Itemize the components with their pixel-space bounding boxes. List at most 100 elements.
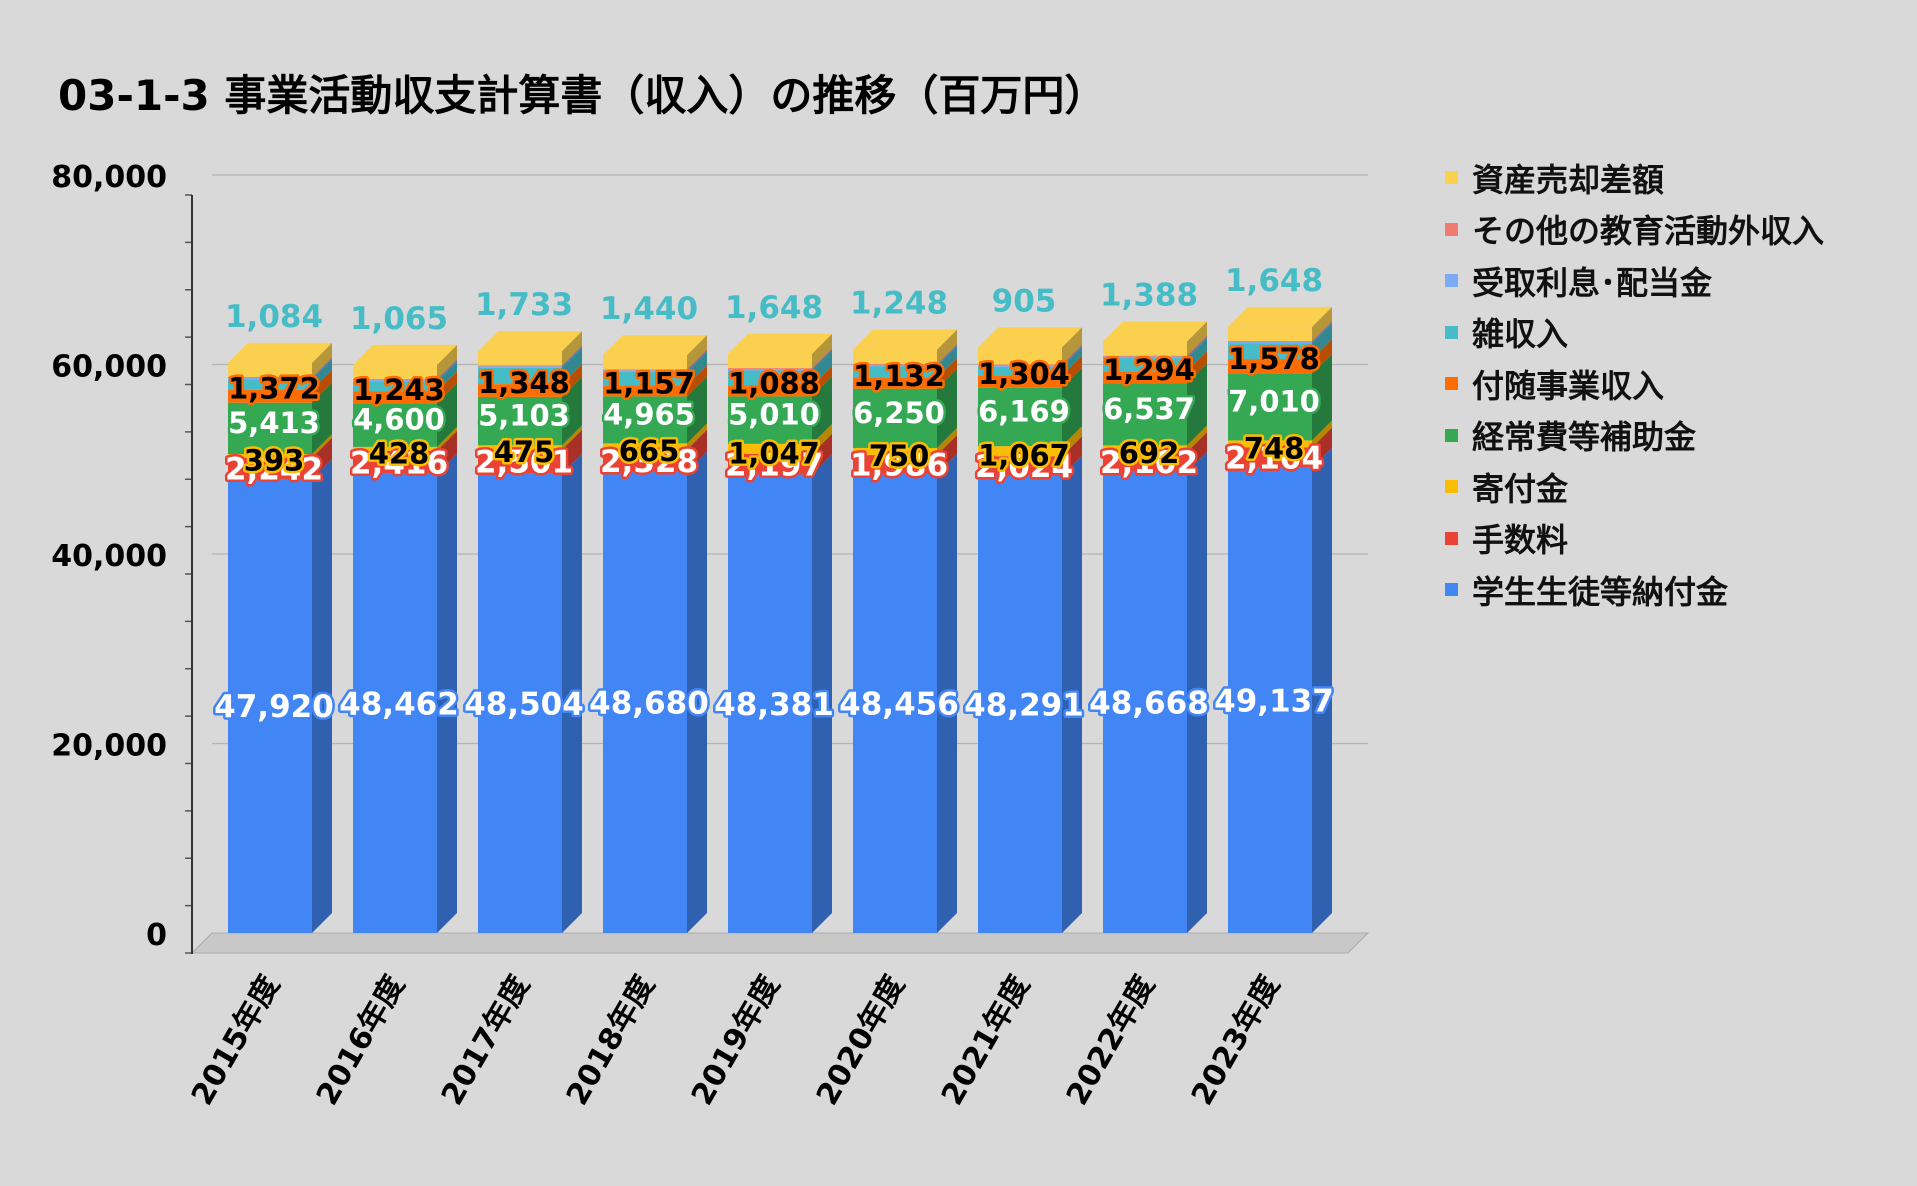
- bar-top-face: [228, 342, 332, 363]
- bar-segment: [1228, 341, 1312, 344]
- bar-segment-side: [937, 346, 957, 379]
- bar-segment-side: [687, 349, 707, 371]
- bar-segment-side: [1062, 346, 1082, 376]
- bar-segment-side: [562, 364, 582, 397]
- bar-segment: [1228, 343, 1312, 360]
- bar-segment: [853, 447, 937, 456]
- data-label: 4,600: [353, 403, 445, 437]
- bar-segment-side: [562, 453, 582, 933]
- data-label: 1,348: [478, 366, 570, 400]
- bar-segment-side: [812, 376, 832, 444]
- data-label: 5,103: [478, 398, 570, 432]
- bar-segment: [478, 366, 562, 368]
- data-label: 1,294: [1103, 353, 1195, 387]
- legend-item: 寄付金: [1445, 461, 1824, 513]
- data-label: 5,010: [728, 398, 820, 432]
- legend-label: 経常費等補助金: [1472, 418, 1697, 457]
- bar-segment-side: [937, 427, 957, 456]
- bar-segment-side: [562, 429, 582, 474]
- bar-segment: [228, 402, 312, 454]
- bar-segment-side: [437, 426, 457, 451]
- bar-segment: [728, 453, 812, 475]
- legend-swatch: [1445, 428, 1458, 442]
- data-label: 6,169: [978, 394, 1070, 428]
- bar-segment: [853, 349, 937, 364]
- data-label: 47,920: [214, 689, 334, 725]
- bar-segment-side: [687, 350, 707, 372]
- legend-swatch: [1445, 274, 1458, 288]
- bar-segment-side: [937, 343, 957, 365]
- legend-item: 経常費等補助金: [1445, 410, 1824, 462]
- data-label: 1,388: [1100, 277, 1198, 313]
- data-label: 1,248: [850, 286, 948, 322]
- bar-segment: [728, 368, 812, 370]
- bar-segment-side: [687, 365, 707, 397]
- bar-segment: [478, 449, 562, 474]
- bar-segment-side: [1312, 447, 1332, 933]
- bar-segment: [228, 389, 312, 403]
- legend-item: 資産売却差額: [1445, 152, 1824, 204]
- bar-segment: [1103, 371, 1187, 384]
- bar-segment: [728, 474, 812, 933]
- bar-segment-side: [812, 423, 832, 454]
- bar-segment: [603, 355, 687, 370]
- bar-segment-side: [562, 345, 582, 367]
- legend-item: 手数料: [1445, 513, 1824, 565]
- bar-segment: [353, 379, 437, 381]
- legend-label: 学生生徒等納付金: [1472, 572, 1729, 611]
- bar-segment-side: [1312, 306, 1332, 342]
- data-label: 1,648: [1225, 263, 1323, 299]
- bar-segment: [228, 453, 312, 458]
- bar-segment: [978, 387, 1062, 447]
- bar-segment-side: [562, 331, 582, 366]
- data-label: 48,504: [464, 686, 584, 722]
- legend-label: その他の教育活動外収入: [1472, 212, 1825, 251]
- bar-top-face: [978, 327, 1082, 348]
- bar-segment-side: [437, 430, 457, 474]
- bar-segment: [853, 364, 937, 367]
- chart-legend: 資産売却差額 その他の教育活動外収入 受取利息･配当金 雑収入 付随事業収入 経常費等補助…: [1445, 152, 1824, 616]
- bar-segment: [1103, 451, 1187, 472]
- legend-item: 受取利息･配当金: [1445, 255, 1824, 307]
- bar-segment-side: [312, 437, 332, 479]
- bar-segment-side: [812, 454, 832, 933]
- bar-segment-side: [437, 360, 457, 382]
- bar-segment: [978, 475, 1062, 933]
- bar-segment: [1228, 467, 1312, 933]
- bar-segment: [728, 396, 812, 444]
- data-label: 2,416: [350, 446, 448, 482]
- legend-swatch: [1445, 480, 1458, 494]
- data-label: 48,381: [714, 687, 834, 723]
- bar-segment: [353, 391, 437, 404]
- data-label: 1,243: [353, 373, 445, 407]
- bar-segment-side: [1187, 425, 1207, 452]
- legend-swatch: [1445, 222, 1458, 236]
- bar-segment: [228, 378, 312, 380]
- bar-segment: [603, 443, 687, 450]
- legend-label: 雑収入: [1472, 315, 1569, 354]
- data-label: 692: [1119, 436, 1180, 470]
- data-label: 49,137: [1214, 683, 1334, 719]
- bar-segment-side: [937, 435, 957, 474]
- y-tick-label: 40,000: [51, 539, 167, 574]
- bar-segment-side: [1062, 455, 1082, 933]
- bar-segment-side: [562, 346, 582, 368]
- bar-segment: [1103, 383, 1187, 446]
- bar-segment: [1228, 341, 1312, 342]
- bar-segment-side: [937, 453, 957, 933]
- bar-segment: [603, 396, 687, 444]
- plot-floor: [190, 932, 1370, 954]
- data-label: 2,102: [1100, 445, 1198, 481]
- bar-segment-side: [1312, 323, 1332, 360]
- bar-segment-side: [1312, 321, 1332, 344]
- bar-segment: [478, 396, 562, 446]
- bar-top-face: [1228, 306, 1332, 327]
- bar-segment: [478, 367, 562, 385]
- bar-segment: [353, 403, 437, 447]
- bar-segment-side: [1312, 353, 1332, 441]
- bar-segment: [728, 370, 812, 387]
- bar-segment: [1103, 445, 1187, 452]
- bar-segment: [603, 385, 687, 397]
- data-label: 2,328: [600, 444, 698, 480]
